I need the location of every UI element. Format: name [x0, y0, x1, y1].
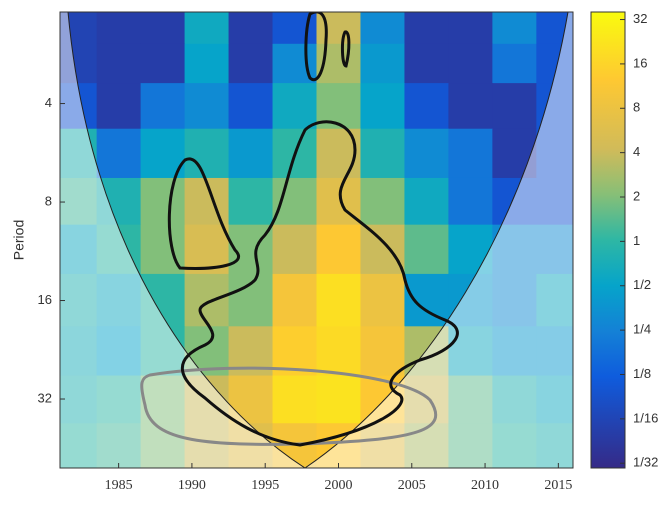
y-tick-label: 8	[45, 193, 52, 208]
heatmap-cell	[140, 177, 186, 226]
heatmap-cell	[360, 43, 405, 84]
y-tick-label: 16	[38, 292, 52, 307]
contour	[341, 30, 351, 68]
colorbar-tick-label: 2	[633, 188, 640, 203]
heatmap-cell	[360, 326, 405, 377]
colorbar-tick-label: 4	[633, 144, 640, 159]
y-axis-label: Period	[11, 220, 27, 260]
heatmap-cell	[228, 177, 274, 226]
heatmap-cell	[448, 43, 493, 84]
heatmap-cell	[140, 43, 186, 84]
x-tick-label: 1995	[251, 478, 279, 493]
y-tick-label: 4	[45, 95, 52, 110]
heatmap-cell	[316, 273, 361, 327]
heatmap-cell	[228, 128, 274, 179]
heatmap-cell	[404, 224, 449, 275]
heatmap-cell	[404, 128, 449, 179]
colorbar-tick-label: 16	[633, 55, 647, 70]
heatmap-cell	[404, 43, 449, 84]
heatmap-cell	[96, 83, 142, 130]
heatmap-cell	[272, 273, 317, 327]
heatmap-cell	[448, 12, 493, 45]
heatmap-cell	[96, 12, 142, 45]
heatmap-cell	[140, 12, 186, 45]
colorbar-tick-label: 1/32	[633, 455, 658, 470]
heatmap-cell	[404, 177, 449, 226]
colorbar-tick-label: 8	[633, 100, 640, 115]
x-tick-label: 2015	[544, 478, 572, 493]
heatmap-cell	[448, 83, 493, 130]
heatmap-cell	[316, 326, 361, 377]
heatmap-cell	[316, 375, 361, 424]
overlays	[60, 12, 573, 468]
coi-shade	[60, 12, 573, 468]
x-tick-label: 2005	[398, 478, 426, 493]
contour	[167, 157, 240, 270]
colorbar-tick-label: 1/2	[633, 277, 651, 292]
x-tick-label: 1985	[105, 478, 133, 493]
contour	[304, 12, 328, 82]
heatmap-cell	[96, 128, 142, 179]
heatmap-cell	[184, 128, 230, 179]
x-tick-label: 1990	[178, 478, 206, 493]
heatmap-cell	[228, 43, 274, 84]
heatmap-cell	[184, 43, 230, 84]
colorbar-tick-label: 1/16	[633, 410, 658, 425]
colorbar-tick-label: 1/8	[633, 366, 651, 381]
plot-frame	[59, 11, 574, 469]
heatmap-cell	[448, 177, 493, 226]
heatmap-cell	[272, 177, 317, 226]
heatmap-cell	[272, 83, 317, 130]
heatmap-cell	[272, 224, 317, 275]
heatmap-cell	[360, 273, 405, 327]
contour	[140, 366, 438, 446]
heatmap-cell	[448, 128, 493, 179]
coi-line	[67, 12, 569, 468]
heatmap-cell	[184, 273, 230, 327]
heatmap-cell	[492, 83, 537, 130]
heatmap-cell	[492, 43, 537, 84]
heatmap-cell	[184, 83, 230, 130]
heatmap-cell	[228, 83, 274, 130]
heatmap-cell	[272, 375, 317, 424]
contour	[181, 120, 459, 447]
colorbar-tick-label: 1	[633, 233, 640, 248]
heatmap-cell	[360, 83, 405, 130]
x-tick-label: 2010	[471, 478, 499, 493]
heatmap-cell	[492, 12, 537, 45]
heatmap-cell	[96, 43, 142, 84]
heatmap-cell	[228, 12, 274, 45]
heatmap-cell	[360, 177, 405, 226]
colorbar	[590, 11, 626, 469]
x-tick-label: 2000	[324, 478, 352, 493]
heatmap-cell	[184, 12, 230, 45]
colorbar-tick-label: 1/4	[633, 322, 651, 337]
heatmap-cell	[404, 12, 449, 45]
heatmap-cell	[360, 12, 405, 45]
y-tick-label: 32	[38, 390, 52, 405]
heatmap-cell	[360, 128, 405, 179]
heatmap-cell	[404, 83, 449, 130]
colorbar-tick-label: 32	[633, 11, 647, 26]
heatmap-cell	[316, 224, 361, 275]
heatmap-cell	[360, 224, 405, 275]
heatmap-cell	[140, 83, 186, 130]
